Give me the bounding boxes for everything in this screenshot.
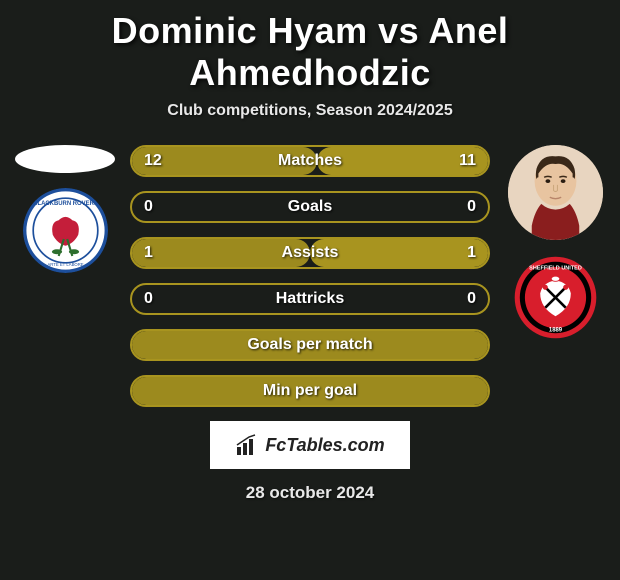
svg-text:SHEFFIELD UNITED: SHEFFIELD UNITED — [529, 265, 582, 271]
stat-value-right: 0 — [467, 290, 476, 308]
stat-value-left: 12 — [144, 152, 162, 170]
right-column: SHEFFIELD UNITED 1889 — [505, 145, 605, 340]
stat-bar-goals-per-match: Goals per match — [130, 329, 490, 361]
stat-value-right: 11 — [459, 152, 476, 170]
comparison-main: BLACKBURN ROVERS ARTE ET LABORE 1211Matc… — [0, 145, 620, 407]
page-title: Dominic Hyam vs Anel Ahmedhodzic — [0, 10, 620, 94]
player-right-photo — [508, 145, 603, 240]
left-column: BLACKBURN ROVERS ARTE ET LABORE — [15, 145, 115, 273]
stat-value-left: 0 — [144, 290, 153, 308]
stat-bar-goals: 0 0 Goals — [130, 191, 490, 223]
stat-label: Hattricks — [276, 290, 344, 308]
brand-text: FcTables.com — [265, 435, 384, 456]
stats-column: 1211Matches00Goals11Assists00HattricksGo… — [130, 145, 490, 407]
stat-label: Assists — [282, 244, 339, 262]
stat-label: Goals — [288, 198, 332, 216]
chart-icon — [235, 433, 259, 457]
stat-value-left: 0 — [144, 198, 153, 216]
stat-bar-hattricks: 0 0 Hattricks — [130, 283, 490, 315]
svg-text:1889: 1889 — [548, 328, 562, 334]
svg-text:BLACKBURN ROVERS: BLACKBURN ROVERS — [33, 201, 98, 207]
stat-label: Matches — [278, 152, 342, 170]
club-left-logo: BLACKBURN ROVERS ARTE ET LABORE — [23, 188, 108, 273]
stat-bar-min-per-goal: Min per goal — [130, 375, 490, 407]
stat-label: Goals per match — [247, 336, 372, 354]
stat-bar-assists: 1 1 Assists — [130, 237, 490, 269]
stat-value-right: 1 — [467, 244, 476, 262]
club-right-logo: SHEFFIELD UNITED 1889 — [513, 255, 598, 340]
stat-value-left: 1 — [144, 244, 153, 262]
branding-box: FcTables.com — [210, 421, 410, 469]
stat-label: Min per goal — [263, 382, 357, 400]
subtitle: Club competitions, Season 2024/2025 — [0, 102, 620, 120]
date-text: 28 october 2024 — [0, 483, 620, 503]
player-left-placeholder — [15, 145, 115, 173]
stat-bar-matches: 12 11 Matches — [130, 145, 490, 177]
stat-value-right: 0 — [467, 198, 476, 216]
svg-text:ARTE ET LABORE: ARTE ET LABORE — [47, 262, 83, 267]
